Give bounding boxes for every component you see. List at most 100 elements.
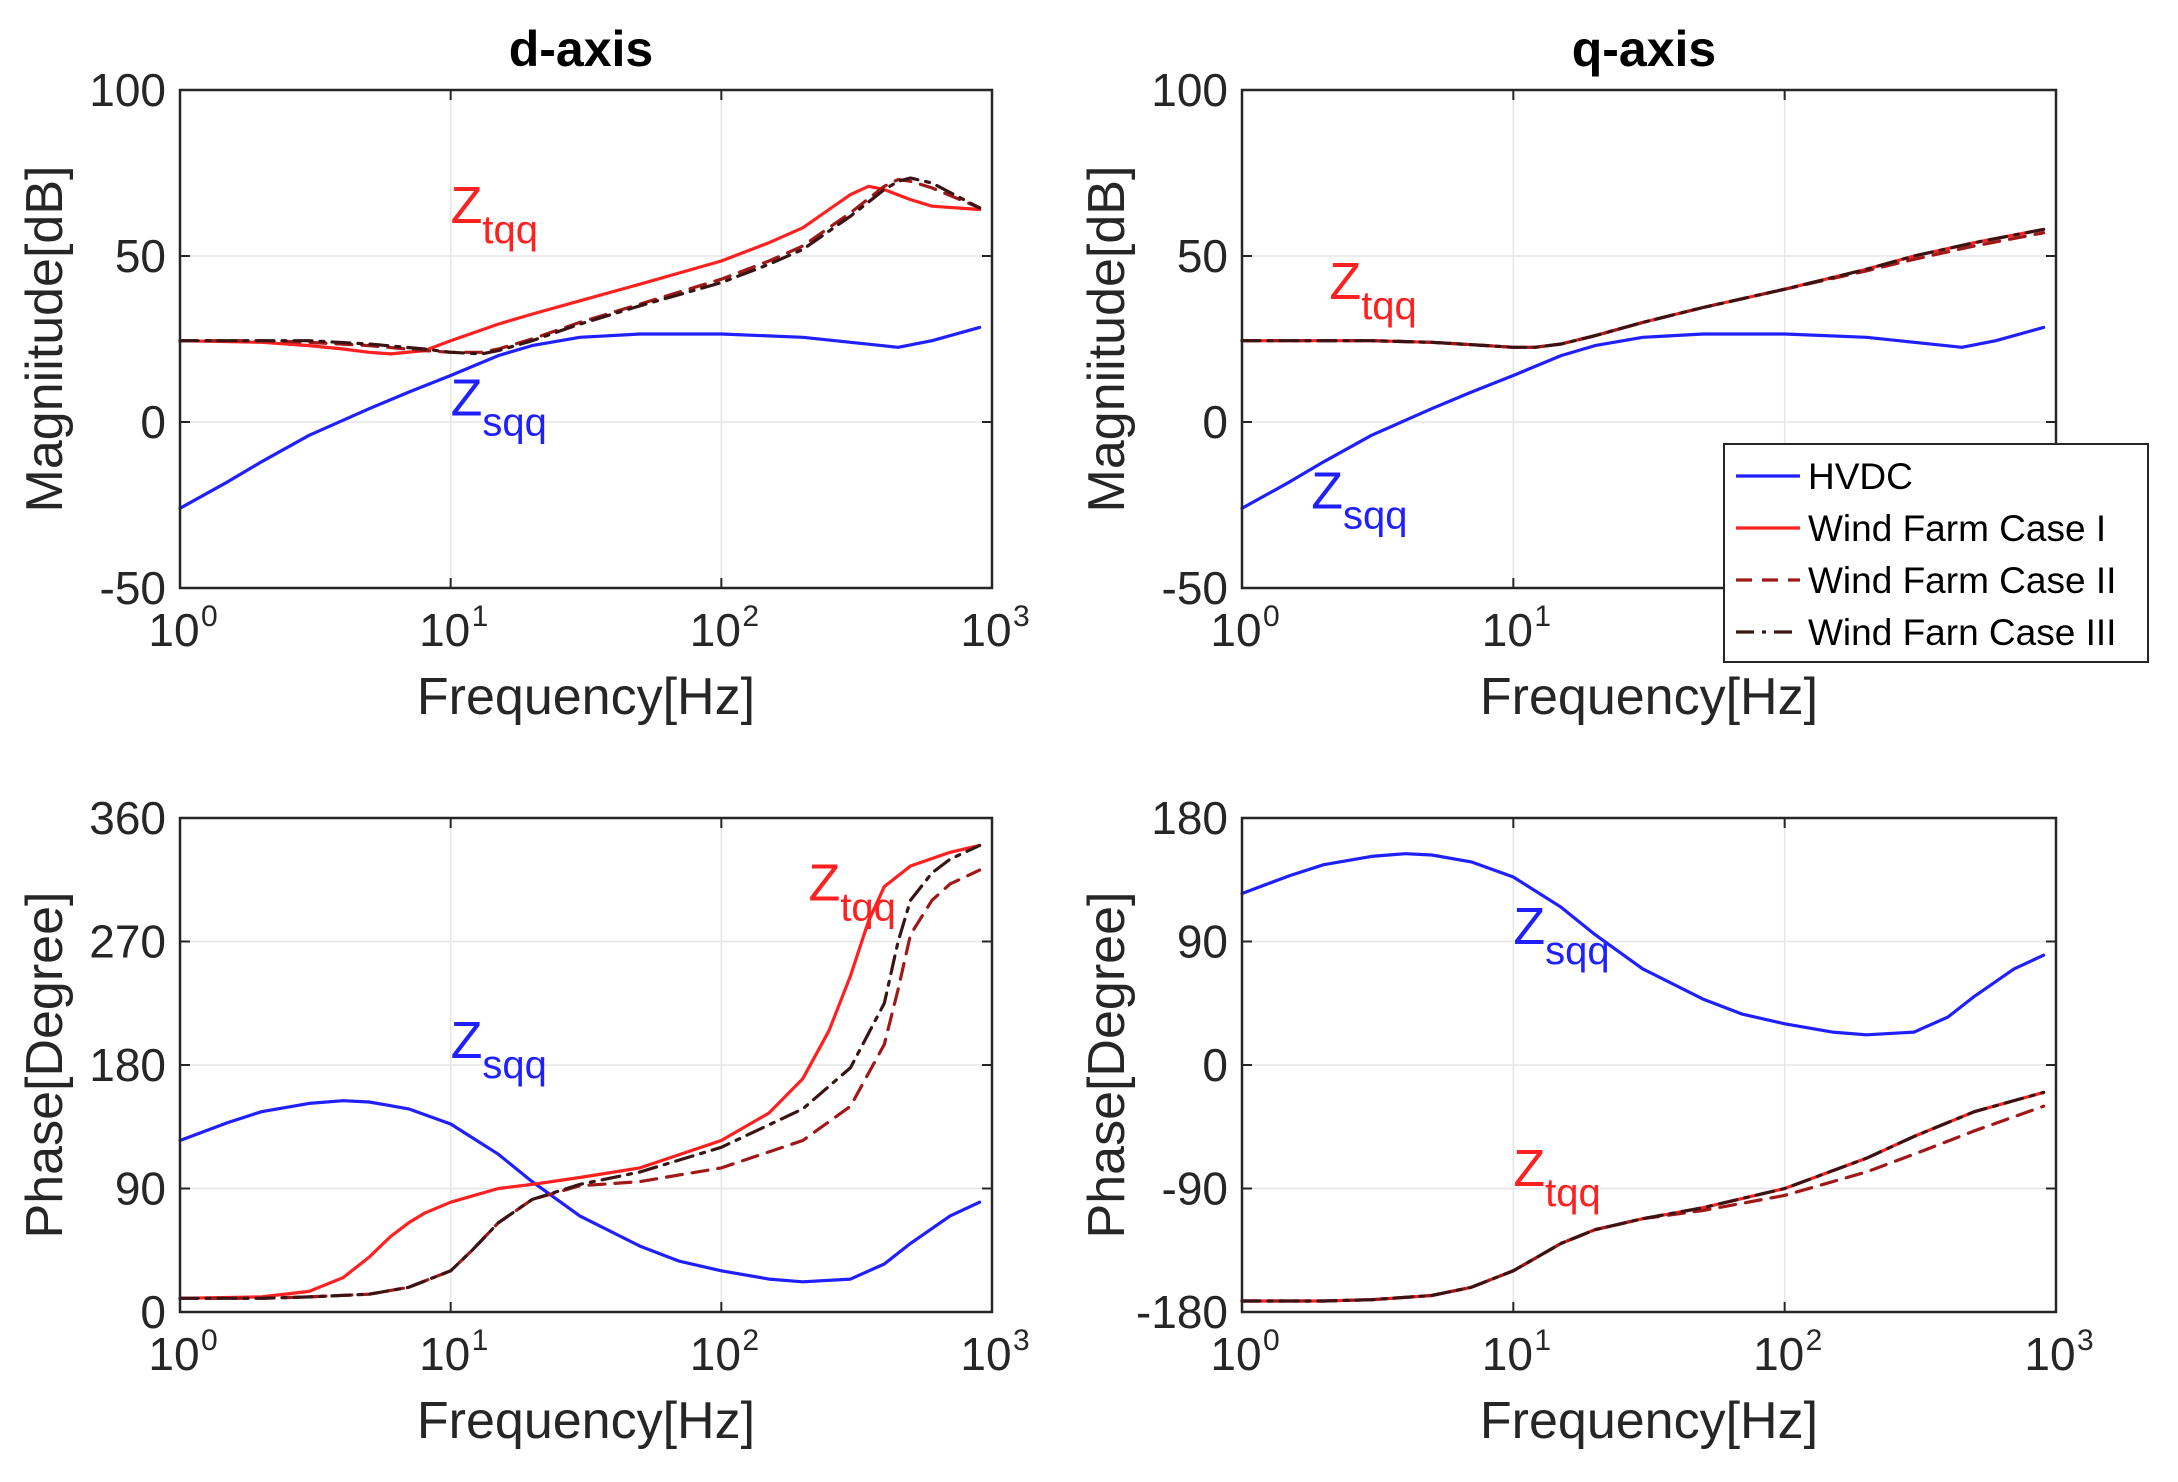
annotations: Zsqq Ztqq: [1513, 898, 1609, 1215]
x-axis-label: Frequency[Hz]: [1480, 1392, 1818, 1450]
annotation-subscript: tqq: [482, 208, 538, 252]
x-tick-label: 10: [148, 1328, 199, 1380]
y-axis-label: Phase[Degree]: [16, 892, 74, 1239]
legend-label: HVDC: [1808, 456, 1913, 497]
series-line-1: [1240, 325, 2046, 510]
annotation-base: Z: [1513, 1140, 1545, 1198]
x-tick-exponent: 2: [1806, 1324, 1823, 1357]
legend-entry-case-1: Wind Farm Case I: [1736, 508, 2106, 549]
x-tick-exponent: 2: [742, 600, 759, 633]
annotation-subscript: sqq: [482, 1043, 546, 1087]
series-line-2: [178, 843, 982, 1300]
series-annotation: Ztqq: [1513, 1140, 1600, 1215]
x-tick-exponent: 1: [472, 1324, 489, 1357]
panel-title: q-axis: [1572, 21, 1717, 77]
series-line-1: [178, 325, 982, 510]
y-tick-label: -50: [1162, 562, 1228, 614]
annotations: Ztqq Zsqq: [1311, 253, 1417, 537]
annotation-base: Z: [1311, 462, 1343, 520]
annotation-base: Z: [451, 177, 483, 235]
x-tick-label: 10: [1753, 1328, 1804, 1380]
series-line-1: [178, 1099, 982, 1284]
x-tick-label: 10: [1210, 1328, 1261, 1380]
annotation-base: Z: [451, 369, 483, 427]
y-tick-label: 50: [115, 230, 166, 282]
x-tick-exponent: 0: [201, 600, 218, 633]
x-tick-label: 10: [419, 604, 470, 656]
y-tick-label: 100: [89, 64, 166, 116]
annotation-base: Z: [1513, 898, 1545, 956]
series-lines: [1240, 852, 2046, 1303]
x-tick-exponent: 0: [1263, 1324, 1280, 1357]
y-tick-label: 0: [1202, 1039, 1228, 1091]
annotation-subscript: tqq: [1361, 284, 1417, 328]
x-tick-exponent: 3: [1013, 600, 1030, 633]
series-annotation: Ztqq: [809, 854, 896, 929]
y-axis-label: Phase[Degree]: [1078, 892, 1136, 1239]
series-lines: [178, 176, 982, 510]
y-tick-label: 0: [1202, 396, 1228, 448]
x-tick-exponent: 0: [201, 1324, 218, 1357]
y-tick-label: 0: [140, 396, 166, 448]
series-annotation: Zsqq: [451, 1012, 547, 1087]
legend: HVDC Wind Farm Case I Wind Farm Case II …: [1723, 443, 2149, 663]
y-tick-label: 90: [115, 1163, 166, 1215]
legend-entry-hvdc: HVDC: [1736, 456, 1913, 497]
x-tick-exponent: 1: [1534, 1324, 1551, 1357]
series-line-1: [1240, 852, 2046, 1037]
annotation-base: Z: [451, 1012, 483, 1070]
x-tick-label: 10: [690, 604, 741, 656]
series-line-4: [178, 176, 982, 356]
series-line-2: [178, 184, 982, 356]
y-tick-label: -50: [100, 562, 166, 614]
x-tick-exponent: 0: [1263, 600, 1280, 633]
series-annotation: Zsqq: [1513, 898, 1609, 973]
series-annotation: Ztqq: [1329, 253, 1416, 328]
x-tick-label: 10: [960, 1328, 1011, 1380]
x-axis-label: Frequency[Hz]: [417, 1392, 755, 1450]
y-tick-label: -180: [1136, 1286, 1228, 1338]
series-annotation: Zsqq: [1311, 462, 1407, 537]
x-tick-exponent: 3: [2077, 1324, 2094, 1357]
plot-frame: [178, 88, 994, 590]
legend-entry-case-2: Wind Farm Case II: [1736, 560, 2116, 601]
x-tick-exponent: 3: [1013, 1324, 1030, 1357]
legend-entry-case-3: Wind Farn Case III: [1736, 612, 2116, 653]
series-line-4: [1240, 1090, 2046, 1303]
x-tick-label: 10: [690, 1328, 741, 1380]
y-axis-label: Magniitude[dB]: [1078, 166, 1136, 513]
x-tick-label: 10: [960, 604, 1011, 656]
annotation-base: Z: [809, 854, 841, 912]
annotation-subscript: tqq: [840, 885, 896, 929]
panel-title: d-axis: [509, 21, 654, 77]
plot-frame: [1240, 88, 2058, 590]
y-tick-label: 180: [1151, 792, 1228, 844]
annotation-subscript: sqq: [1343, 493, 1408, 537]
y-tick-label: 270: [89, 916, 166, 968]
legend-label: Wind Farn Case III: [1808, 612, 2116, 653]
y-tick-label: -90: [1162, 1163, 1228, 1215]
x-tick-label: 10: [419, 1328, 470, 1380]
x-tick-label: 10: [1482, 1328, 1533, 1380]
x-axis-label: Frequency[Hz]: [417, 668, 755, 726]
series-line-4: [178, 843, 982, 1300]
series-lines: [178, 843, 982, 1300]
legend-label: Wind Farm Case II: [1808, 560, 2116, 601]
y-tick-label: 360: [89, 792, 166, 844]
x-tick-label: 10: [1210, 604, 1261, 656]
annotation-subscript: sqq: [1545, 929, 1610, 973]
series-line-4: [1240, 227, 2046, 349]
x-tick-label: 10: [2024, 1328, 2075, 1380]
x-tick-label: 10: [148, 604, 199, 656]
x-tick-label: 10: [1482, 604, 1533, 656]
y-tick-label: 180: [89, 1039, 166, 1091]
series-annotation: Zsqq: [451, 369, 547, 444]
